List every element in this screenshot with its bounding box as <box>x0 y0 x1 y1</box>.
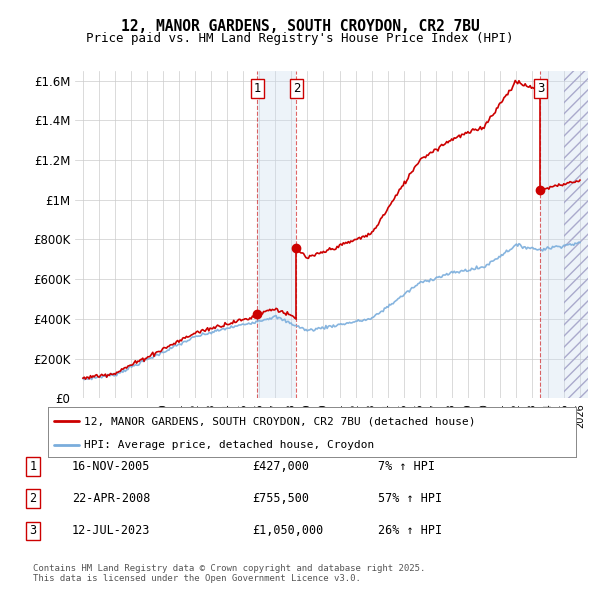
Text: 12, MANOR GARDENS, SOUTH CROYDON, CR2 7BU (detached house): 12, MANOR GARDENS, SOUTH CROYDON, CR2 7B… <box>84 416 475 426</box>
Text: 12-JUL-2023: 12-JUL-2023 <box>72 525 151 537</box>
Bar <box>564 71 588 398</box>
Text: £1,050,000: £1,050,000 <box>252 525 323 537</box>
Text: 12, MANOR GARDENS, SOUTH CROYDON, CR2 7BU: 12, MANOR GARDENS, SOUTH CROYDON, CR2 7B… <box>121 19 479 34</box>
Text: Contains HM Land Registry data © Crown copyright and database right 2025.
This d: Contains HM Land Registry data © Crown c… <box>33 564 425 583</box>
Text: 22-APR-2008: 22-APR-2008 <box>72 492 151 505</box>
Text: 2: 2 <box>293 82 300 95</box>
Text: 3: 3 <box>29 525 37 537</box>
Text: 1: 1 <box>254 82 261 95</box>
Text: £755,500: £755,500 <box>252 492 309 505</box>
Text: 1: 1 <box>29 460 37 473</box>
Text: 57% ↑ HPI: 57% ↑ HPI <box>378 492 442 505</box>
Bar <box>541 71 588 398</box>
Bar <box>257 71 296 398</box>
Bar <box>564 71 588 398</box>
Text: 26% ↑ HPI: 26% ↑ HPI <box>378 525 442 537</box>
Text: 16-NOV-2005: 16-NOV-2005 <box>72 460 151 473</box>
Text: 3: 3 <box>536 82 544 95</box>
Text: 7% ↑ HPI: 7% ↑ HPI <box>378 460 435 473</box>
Text: £427,000: £427,000 <box>252 460 309 473</box>
Text: 2: 2 <box>29 492 37 505</box>
Text: HPI: Average price, detached house, Croydon: HPI: Average price, detached house, Croy… <box>84 440 374 450</box>
Text: Price paid vs. HM Land Registry's House Price Index (HPI): Price paid vs. HM Land Registry's House … <box>86 32 514 45</box>
